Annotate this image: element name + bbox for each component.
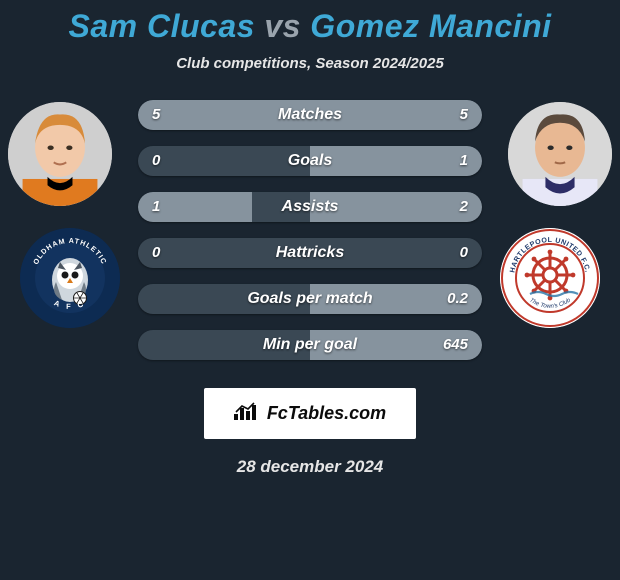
stat-label: Goals bbox=[138, 146, 482, 176]
player-left-avatar bbox=[8, 102, 112, 206]
stat-row: Min per goal645 bbox=[138, 330, 482, 360]
stat-label: Goals per match bbox=[138, 284, 482, 314]
stat-label: Hattricks bbox=[138, 238, 482, 268]
avatar-left-svg bbox=[8, 102, 112, 206]
stat-label: Assists bbox=[138, 192, 482, 222]
title-vs: vs bbox=[264, 8, 301, 44]
club-left-svg: OLDHAM ATHLETIC A F C bbox=[20, 228, 120, 328]
stat-label: Min per goal bbox=[138, 330, 482, 360]
stat-row: Hattricks0 0 bbox=[138, 238, 482, 268]
stat-value-left: 5 bbox=[152, 100, 160, 130]
comparison-widget: Sam Clucas vs Gomez Mancini Club competi… bbox=[0, 0, 620, 477]
club-right-svg: HARTLEPOOL UNITED F.C. The Town's Club bbox=[500, 228, 600, 328]
stat-row: Goals per match0.2 bbox=[138, 284, 482, 314]
stat-value-right: 1 bbox=[460, 146, 468, 176]
title-player1: Sam Clucas bbox=[69, 8, 255, 44]
avatar-right-svg bbox=[508, 102, 612, 206]
stat-bars: Matches55Goals01Assists12Hattricks00Goal… bbox=[138, 100, 482, 376]
fctables-badge: FcTables.com bbox=[204, 388, 416, 439]
footer: FcTables.com 28 december 2024 bbox=[0, 388, 620, 477]
stat-value-left: 1 bbox=[152, 192, 160, 222]
stat-value-left: 0 bbox=[152, 238, 160, 268]
club-left-badge: OLDHAM ATHLETIC A F C bbox=[20, 228, 120, 328]
stat-value-right: 645 bbox=[443, 330, 468, 360]
club-right-badge: HARTLEPOOL UNITED F.C. The Town's Club bbox=[500, 228, 600, 328]
page-title: Sam Clucas vs Gomez Mancini bbox=[0, 8, 620, 45]
player-right-avatar bbox=[508, 102, 612, 206]
fctables-icon bbox=[234, 402, 256, 425]
stat-label: Matches bbox=[138, 100, 482, 130]
fctables-text: FcTables.com bbox=[267, 403, 386, 423]
title-player2: Gomez Mancini bbox=[310, 8, 551, 44]
main-area: OLDHAM ATHLETIC A F C bbox=[0, 100, 620, 380]
footer-date: 28 december 2024 bbox=[0, 457, 620, 477]
stat-value-right: 2 bbox=[460, 192, 468, 222]
stat-value-left: 0 bbox=[152, 146, 160, 176]
stat-value-right: 0 bbox=[460, 238, 468, 268]
stat-row: Assists1 2 bbox=[138, 192, 482, 222]
stat-row: Goals0 1 bbox=[138, 146, 482, 176]
stat-value-right: 5 bbox=[460, 100, 468, 130]
stat-value-right: 0.2 bbox=[447, 284, 468, 314]
stat-row: Matches5 5 bbox=[138, 100, 482, 130]
subtitle: Club competitions, Season 2024/2025 bbox=[0, 55, 620, 72]
